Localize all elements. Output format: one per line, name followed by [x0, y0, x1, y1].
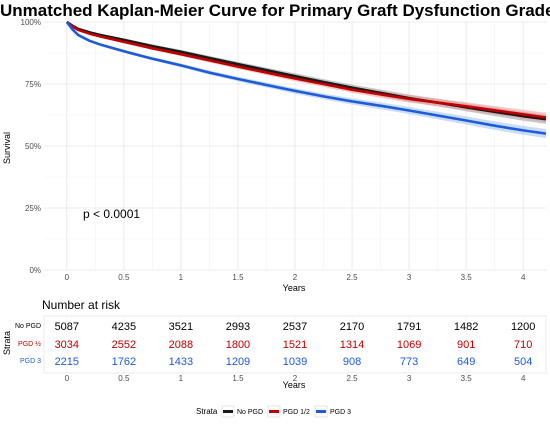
- risk-x-tick-label: 2: [293, 374, 298, 383]
- risk-table-xlabel: Years: [283, 380, 306, 390]
- x-tick-label: 3.5: [461, 273, 473, 282]
- risk-cell: 3034: [55, 339, 79, 351]
- risk-cell: 1521: [283, 339, 307, 351]
- legend-label: PGD 3: [330, 409, 351, 416]
- risk-cell: 1314: [340, 339, 364, 351]
- y-tick-label: 0%: [29, 266, 41, 275]
- risk-cell: 5087: [55, 321, 79, 333]
- legend-item-0: No PGD: [221, 405, 263, 418]
- risk-cell: 2088: [169, 339, 193, 351]
- risk-cell: 1800: [226, 339, 250, 351]
- x-tick-label: 0: [65, 273, 70, 282]
- risk-cell: 1762: [112, 356, 136, 368]
- legend-title: Strata: [196, 407, 218, 416]
- risk-x-tick-label: 3.5: [461, 374, 473, 383]
- p-value-annotation: p < 0.0001: [83, 207, 140, 221]
- risk-cell: 901: [457, 339, 475, 351]
- series-line-1: [65, 20, 547, 119]
- x-tick-label: 0.5: [118, 273, 130, 282]
- legend-item-2: PGD 3: [314, 405, 351, 418]
- x-axis-title: Years: [283, 283, 306, 293]
- risk-cell: 504: [514, 356, 532, 368]
- risk-cell: 2552: [112, 339, 136, 351]
- risk-cell: 773: [400, 356, 418, 368]
- risk-cell: 2993: [226, 321, 250, 333]
- x-tick-label: 3: [407, 273, 412, 282]
- risk-cell: 1482: [454, 321, 478, 333]
- risk-table-ylabel: Strata: [2, 331, 12, 355]
- x-tick-label: 4: [521, 273, 526, 282]
- y-tick-label: 75%: [25, 80, 41, 89]
- risk-cell: 4235: [112, 321, 136, 333]
- legend-label: No PGD: [237, 409, 263, 416]
- risk-row-label: PGD ½: [18, 340, 41, 348]
- risk-cell: 2215: [55, 356, 79, 368]
- y-axis-title: Survival: [2, 132, 12, 164]
- x-tick-label: 2: [293, 273, 298, 282]
- y-tick-label: 100%: [21, 18, 41, 27]
- risk-cell: 1069: [397, 339, 421, 351]
- risk-cell: 2170: [340, 321, 364, 333]
- risk-cell: 1433: [169, 356, 193, 368]
- risk-x-tick-label: 2.5: [346, 374, 358, 383]
- y-tick-label: 25%: [25, 204, 41, 213]
- x-tick-label: 1.5: [232, 273, 244, 282]
- risk-x-tick-label: 1.5: [232, 374, 244, 383]
- risk-x-tick-label: 1: [179, 374, 184, 383]
- risk-row-0: No PGD 5087 4235 3521 2993 2537 2170 1791 1482 12…: [15, 321, 535, 333]
- risk-cell: 3521: [169, 321, 193, 333]
- risk-cell: 1209: [226, 356, 250, 368]
- risk-cell: 908: [343, 356, 361, 368]
- series-line-2: [65, 21, 547, 135]
- risk-table-title: Number at risk: [42, 298, 121, 312]
- risk-cell: 649: [457, 356, 475, 368]
- risk-row-label: No PGD: [15, 323, 41, 330]
- risk-row-label: PGD 3: [20, 358, 41, 365]
- x-tick-label: 1: [179, 273, 184, 282]
- legend-item-1: PGD 1/2: [267, 405, 310, 418]
- risk-cell: 710: [514, 339, 532, 351]
- survival-plot: 0 0.5 1 1.5 2 2.5 3 3.5 4 0% 25% 50% 75% 100%: [21, 18, 547, 282]
- risk-x-tick-label: 4: [521, 374, 526, 383]
- chart-title: Unmatched Kaplan-Meier Curve for Primary…: [0, 1, 550, 20]
- risk-cell: 1791: [397, 321, 421, 333]
- risk-row-1: PGD ½ 3034 2552 2088 1800 1521 1314 1069 901 710: [18, 339, 532, 351]
- risk-x-tick-label: 0: [65, 374, 70, 383]
- y-tick-label: 50%: [25, 142, 41, 151]
- risk-row-2: PGD 3 2215 1762 1433 1209 1039 908 773 649 504: [20, 356, 532, 368]
- risk-cell: 2537: [283, 321, 307, 333]
- risk-cell: 1200: [511, 321, 535, 333]
- legend-label: PGD 1/2: [283, 409, 310, 416]
- risk-x-tick-label: 3: [407, 374, 412, 383]
- risk-cell: 1039: [283, 356, 307, 368]
- legend: Strata No PGD PGD 1/2 PGD 3: [196, 405, 351, 418]
- risk-table: No PGD 5087 4235 3521 2993 2537 2170 1791 1482 12…: [15, 315, 547, 383]
- risk-x-tick-label: 0.5: [118, 374, 130, 383]
- x-tick-label: 2.5: [346, 273, 358, 282]
